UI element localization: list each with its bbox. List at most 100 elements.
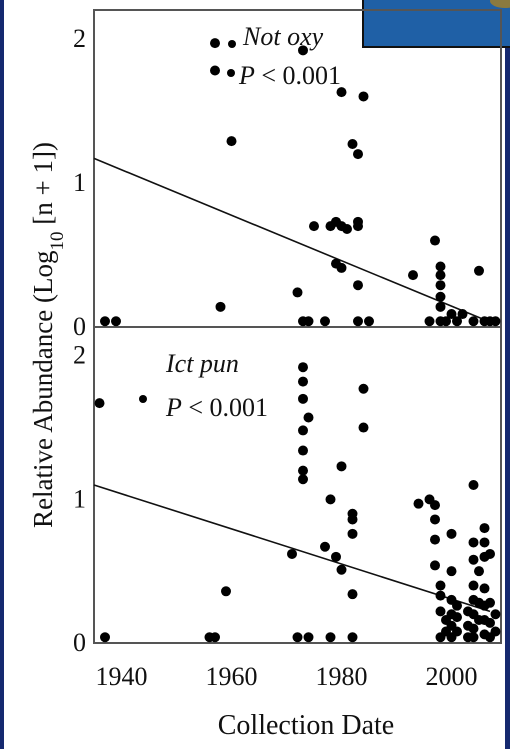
data-point xyxy=(452,612,462,623)
data-point xyxy=(292,632,303,643)
data-point xyxy=(468,316,479,327)
data-point xyxy=(298,425,308,436)
data-point xyxy=(309,221,319,232)
data-point xyxy=(364,316,374,327)
data-point xyxy=(430,500,440,511)
data-point xyxy=(100,316,110,327)
data-point xyxy=(430,514,440,525)
data-point xyxy=(331,551,341,562)
data-point xyxy=(342,224,352,235)
data-point xyxy=(298,376,308,387)
data-point xyxy=(435,261,446,272)
legend-dot xyxy=(228,40,236,48)
data-point xyxy=(457,309,468,320)
data-point xyxy=(325,494,336,505)
data-point xyxy=(468,632,479,643)
data-point xyxy=(298,465,308,476)
data-point xyxy=(298,474,308,485)
y-tick-label: 1 xyxy=(73,484,86,513)
data-point xyxy=(303,632,314,643)
data-point xyxy=(298,362,308,373)
data-point xyxy=(358,422,369,433)
data-point xyxy=(435,580,446,591)
data-point xyxy=(435,270,446,281)
trend-line xyxy=(93,157,485,321)
data-point xyxy=(408,270,418,281)
x-axis-label: Collection Date xyxy=(218,710,395,741)
x-tick-label: 1940 xyxy=(96,662,148,691)
data-point xyxy=(430,560,440,571)
data-point xyxy=(353,316,363,327)
data-point xyxy=(468,554,479,565)
data-point xyxy=(479,583,490,594)
data-point xyxy=(446,528,457,539)
data-point xyxy=(336,87,347,98)
data-point xyxy=(485,548,495,559)
data-point xyxy=(336,461,347,472)
data-point xyxy=(474,566,484,577)
trend-line xyxy=(93,484,491,613)
data-point xyxy=(430,534,440,545)
data-point xyxy=(298,393,308,404)
data-point xyxy=(320,541,330,552)
annotation-p-value-bottom: P < 0.001 xyxy=(165,393,268,422)
slide-panel xyxy=(4,0,505,749)
data-point xyxy=(452,600,462,611)
data-point xyxy=(298,45,308,56)
data-point xyxy=(479,523,490,534)
x-tick-label: 1960 xyxy=(206,662,258,691)
annotation-species-top: Not oxy xyxy=(242,22,324,51)
data-point xyxy=(292,287,303,298)
data-point xyxy=(424,316,435,327)
y-tick-label: 2 xyxy=(73,341,86,370)
data-point xyxy=(221,586,231,597)
data-point xyxy=(468,537,479,548)
legend-dot xyxy=(139,395,147,403)
data-point xyxy=(468,480,479,490)
data-point xyxy=(430,235,440,246)
annotation-p-value-top: P < 0.001 xyxy=(238,61,341,90)
data-point xyxy=(446,309,457,320)
data-point xyxy=(441,316,451,327)
x-tick-label: 2000 xyxy=(426,662,478,691)
data-point xyxy=(353,216,363,227)
data-points xyxy=(94,38,501,643)
data-point xyxy=(468,623,479,634)
data-point xyxy=(358,91,369,102)
data-point xyxy=(435,606,446,617)
data-point xyxy=(353,280,363,291)
data-point xyxy=(435,301,446,312)
panel-frames xyxy=(93,9,502,644)
legend-dot xyxy=(227,69,235,77)
data-point xyxy=(413,498,424,509)
fish-photo-fragment xyxy=(490,0,510,8)
data-point xyxy=(435,291,446,302)
y-axis-label: Relative Abundance (Log10 [n + 1]) xyxy=(28,142,68,528)
inset-photo xyxy=(362,0,510,48)
data-point xyxy=(303,412,314,423)
data-point xyxy=(210,38,220,49)
data-point xyxy=(490,316,501,327)
data-point xyxy=(100,632,110,643)
annotation-species-bottom: Ict pun xyxy=(165,349,239,378)
data-point xyxy=(325,632,336,643)
y-tick-label: 1 xyxy=(73,168,86,197)
data-point xyxy=(446,566,457,577)
data-point xyxy=(435,590,446,601)
y-tick-label: 0 xyxy=(73,312,86,341)
data-point xyxy=(111,316,121,327)
data-point xyxy=(435,280,446,291)
data-point xyxy=(320,316,330,327)
data-point xyxy=(226,136,237,147)
data-point xyxy=(215,301,226,312)
data-point xyxy=(303,316,314,327)
data-point xyxy=(210,632,220,643)
data-point xyxy=(485,617,495,628)
data-point xyxy=(474,265,484,276)
data-point xyxy=(347,139,358,150)
data-point xyxy=(452,316,462,327)
data-point xyxy=(336,564,347,575)
data-point xyxy=(210,65,220,76)
data-point xyxy=(298,445,308,456)
trend-lines xyxy=(93,157,491,613)
